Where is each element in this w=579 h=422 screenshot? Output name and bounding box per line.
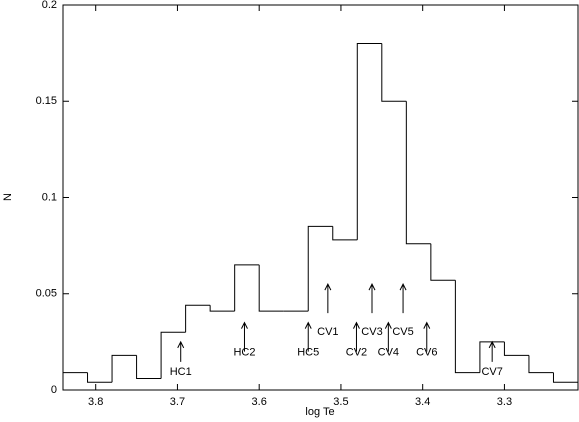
histogram-step [307,225,333,312]
annotation-label: CV2 [346,347,367,359]
annotation-arrow [399,283,407,314]
histogram-step [185,304,211,333]
annotation-label: CV7 [481,366,502,378]
annotation-arrow [177,340,185,362]
annotation-arrow [384,321,392,352]
histogram-step [209,305,235,312]
histogram-step [430,243,456,281]
y-axis-label: N [2,193,14,201]
x-tick-label: 3.6 [252,396,267,408]
annotation-arrow [423,321,431,352]
histogram-step [552,372,578,383]
annotation-arrow [241,321,248,352]
histogram-step [454,280,480,374]
annotation-label: HC2 [233,347,255,359]
histogram-step [381,43,407,102]
y-tick-label: 0.1 [42,191,57,203]
histogram-step [160,331,186,379]
x-tick-label: 3.8 [88,396,103,408]
annotation-arrow [368,283,376,314]
annotation-arrow [353,321,360,352]
x-tick-label: 3.4 [415,396,430,408]
x-tick-label: 3.5 [333,396,348,408]
histogram-step [528,355,554,374]
y-tick-label: 0.2 [42,0,57,11]
annotation-label: HC1 [170,366,192,378]
annotation-arrow [488,340,496,362]
annotation-label: CV1 [317,326,338,338]
y-tick-label: 0 [51,384,57,396]
y-tick-label: 0.05 [36,288,57,300]
histogram-step [258,264,284,312]
y-tick-label: 0.15 [36,95,57,107]
histogram-step [234,264,260,312]
x-tick-label: 3.3 [497,396,512,408]
annotation-label: CV4 [378,347,399,359]
annotation-label: CV3 [361,326,382,338]
annotation-label: HC5 [297,347,319,359]
histogram-step [479,341,505,373]
histogram-step [503,341,529,356]
histogram-step [356,43,382,240]
histogram-step [111,354,137,383]
x-axis-label: log Te [305,406,334,418]
x-tick-label: 3.7 [170,396,185,408]
annotation-label: CV5 [392,326,413,338]
histogram-step [87,372,113,383]
annotation-arrow [304,321,312,352]
annotation-arrow [324,283,332,314]
histogram-step [136,355,162,379]
histogram-step [332,226,358,241]
histogram-step [405,101,431,245]
annotation-label: CV6 [416,347,437,359]
